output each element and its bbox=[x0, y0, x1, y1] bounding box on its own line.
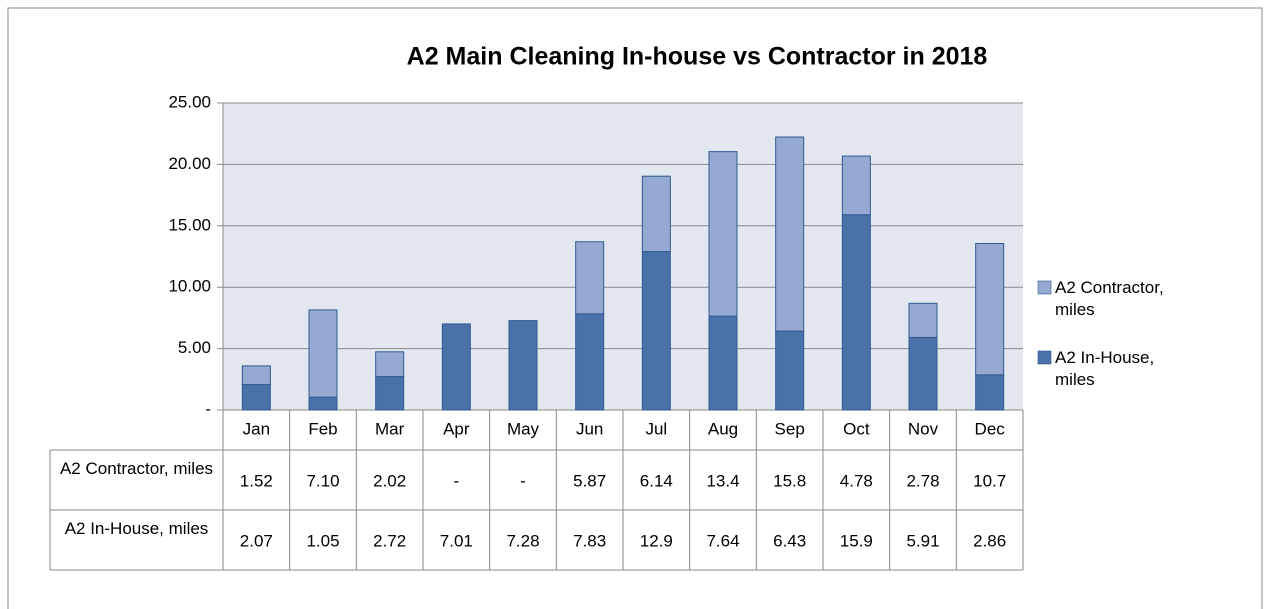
table-cell: - bbox=[453, 471, 459, 490]
y-tick-label: 5.00 bbox=[178, 338, 211, 357]
table-cell: 2.07 bbox=[240, 531, 273, 550]
bar-segment bbox=[375, 351, 405, 378]
bar-segment bbox=[641, 251, 671, 411]
table-cell: 13.4 bbox=[706, 471, 739, 490]
table-row-header: A2 Contractor, miles bbox=[59, 459, 214, 478]
chart-frame bbox=[7, 7, 1263, 609]
table-row-header: A2 In-House, miles bbox=[64, 519, 209, 538]
bar-segment bbox=[708, 151, 738, 317]
table-cell: 7.01 bbox=[440, 531, 473, 550]
legend-label: A2 In-House, miles bbox=[1055, 348, 1155, 389]
x-tick-label: Apr bbox=[443, 419, 470, 438]
table-cell: 12.9 bbox=[640, 531, 673, 550]
bar-segment bbox=[508, 320, 538, 411]
bar-segment bbox=[241, 384, 271, 411]
bar-segment bbox=[975, 374, 1005, 411]
table-cell: 7.83 bbox=[573, 531, 606, 550]
table-cell: 1.05 bbox=[306, 531, 339, 550]
table-cell: 10.7 bbox=[973, 471, 1006, 490]
x-tick-label: Nov bbox=[908, 419, 939, 438]
table-cell: 2.86 bbox=[973, 531, 1006, 550]
bar-segment bbox=[775, 330, 805, 411]
x-tick-label: Jun bbox=[576, 419, 603, 438]
x-tick-label: Feb bbox=[308, 419, 337, 438]
bar-segment bbox=[241, 365, 271, 386]
bar-segment bbox=[841, 155, 871, 216]
table-cell: 2.72 bbox=[373, 531, 406, 550]
legend-label: A2 Contractor, miles bbox=[1055, 278, 1164, 319]
bar-segment bbox=[975, 242, 1005, 376]
bar-segment bbox=[841, 214, 871, 411]
plot-area bbox=[223, 103, 1023, 410]
x-tick-label: Mar bbox=[375, 419, 405, 438]
y-tick-label: 25.00 bbox=[168, 92, 211, 111]
table-cell: 5.87 bbox=[573, 471, 606, 490]
x-tick-label: Oct bbox=[843, 419, 870, 438]
bar-segment bbox=[441, 323, 471, 411]
y-tick-label: - bbox=[205, 399, 211, 418]
legend-swatch bbox=[1037, 280, 1052, 295]
table-cell: - bbox=[520, 471, 526, 490]
bar-segment bbox=[308, 309, 338, 398]
bar-segment bbox=[908, 302, 938, 338]
chart-title: A2 Main Cleaning In-house vs Contractor … bbox=[407, 43, 988, 71]
bar-segment bbox=[308, 396, 338, 411]
table-cell: 7.64 bbox=[706, 531, 739, 550]
bar-segment bbox=[575, 313, 605, 411]
y-tick-label: 15.00 bbox=[168, 215, 211, 234]
bar-segment bbox=[908, 336, 938, 411]
x-tick-label: Jul bbox=[645, 419, 667, 438]
table-cell: 2.78 bbox=[906, 471, 939, 490]
table-cell: 6.14 bbox=[640, 471, 673, 490]
table-cell: 5.91 bbox=[906, 531, 939, 550]
x-tick-label: May bbox=[507, 419, 540, 438]
bar-segment bbox=[641, 175, 671, 253]
x-tick-label: Aug bbox=[708, 419, 738, 438]
y-tick-label: 20.00 bbox=[168, 154, 211, 173]
x-tick-label: Dec bbox=[975, 419, 1006, 438]
x-tick-label: Jan bbox=[243, 419, 270, 438]
y-tick-label: 10.00 bbox=[168, 277, 211, 296]
table-cell: 15.8 bbox=[773, 471, 806, 490]
bar-segment bbox=[775, 136, 805, 332]
bar-segment bbox=[375, 376, 405, 411]
table-cell: 7.10 bbox=[306, 471, 339, 490]
bar-segment bbox=[575, 241, 605, 315]
table-cell: 6.43 bbox=[773, 531, 806, 550]
table-cell: 15.9 bbox=[840, 531, 873, 550]
bar-segment bbox=[708, 315, 738, 411]
table-cell: 4.78 bbox=[840, 471, 873, 490]
table-cell: 7.28 bbox=[506, 531, 539, 550]
table-cell: 2.02 bbox=[373, 471, 406, 490]
table-cell: 1.52 bbox=[240, 471, 273, 490]
legend-swatch bbox=[1037, 350, 1052, 365]
x-tick-label: Sep bbox=[775, 419, 805, 438]
